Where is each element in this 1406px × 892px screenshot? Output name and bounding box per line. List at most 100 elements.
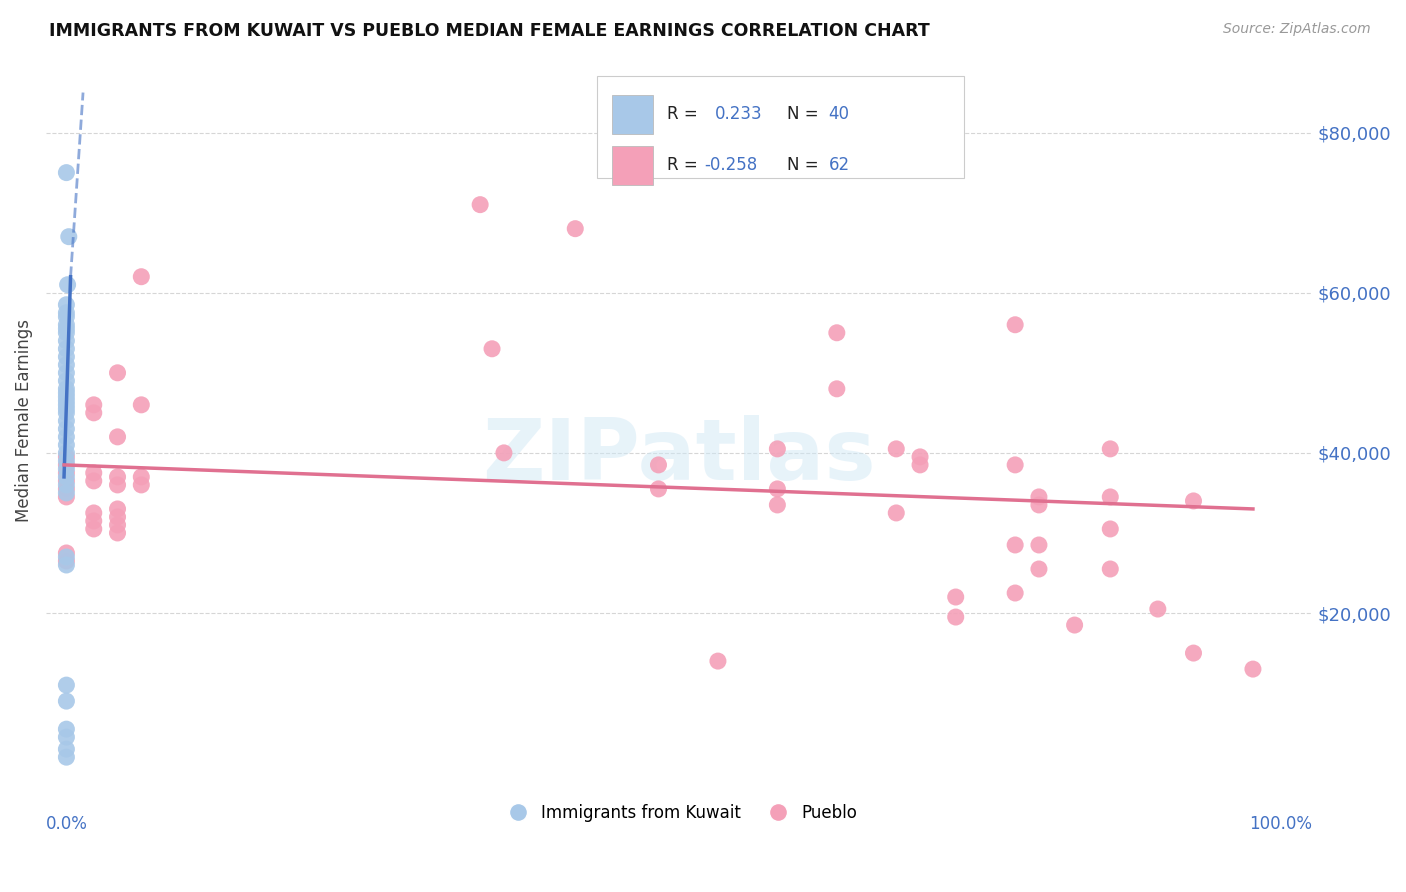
Point (55, 446, 77, 460)
Point (55, 414, 77, 428)
Point (1004, 586, 1026, 600)
Point (825, 326, 848, 340)
Point (1028, 490, 1050, 504)
Point (55, 306, 77, 320)
Text: 0.0%: 0.0% (46, 815, 89, 833)
Point (1028, 538, 1050, 552)
Point (707, 654, 730, 668)
Text: Source: ZipAtlas.com: Source: ZipAtlas.com (1223, 22, 1371, 37)
Point (1099, 562, 1122, 576)
Point (1182, 646, 1205, 660)
Point (107, 366, 129, 380)
Text: 100.0%: 100.0% (1250, 815, 1312, 833)
Point (107, 525, 129, 540)
Point (55, 393, 77, 408)
Point (55, 334, 77, 348)
Point (1028, 498, 1050, 512)
Point (55, 342, 77, 356)
Point (55, 422, 77, 436)
Point (55, 722, 77, 736)
Point (83, 398, 105, 412)
Text: R =: R = (666, 105, 703, 123)
Point (55, 554, 77, 568)
Point (55, 750, 77, 764)
Point (55, 318, 77, 332)
Point (55, 401, 77, 416)
Point (945, 590, 967, 604)
Point (55, 742, 77, 756)
Point (825, 382, 848, 396)
Point (58, 229, 80, 244)
Point (131, 478, 153, 492)
Point (55, 166, 77, 180)
Point (647, 458, 669, 472)
Point (647, 482, 669, 496)
Point (83, 506, 105, 520)
Point (55, 382, 77, 396)
Point (83, 466, 105, 480)
Point (492, 446, 515, 460)
Point (468, 197, 491, 211)
Point (55, 462, 77, 476)
Point (1146, 602, 1168, 616)
Point (55, 298, 77, 312)
FancyBboxPatch shape (612, 95, 652, 134)
Point (107, 518, 129, 533)
Point (55, 470, 77, 484)
Point (908, 458, 931, 472)
Point (1099, 522, 1122, 536)
Point (55, 454, 77, 468)
Point (55, 350, 77, 364)
Point (55, 310, 77, 324)
Text: -0.258: -0.258 (704, 156, 758, 175)
Point (55, 474, 77, 488)
Point (56, 277, 79, 292)
Point (55, 478, 77, 492)
Point (55, 458, 77, 472)
Text: 40: 40 (828, 105, 849, 123)
Point (83, 514, 105, 528)
Point (1004, 538, 1026, 552)
Point (55, 358, 77, 372)
Point (131, 269, 153, 284)
Point (1182, 494, 1205, 508)
FancyBboxPatch shape (612, 146, 652, 185)
Point (107, 502, 129, 516)
Point (107, 478, 129, 492)
Point (55, 322, 77, 336)
Point (55, 466, 77, 480)
Point (107, 470, 129, 484)
Bar (598, 76, 965, 178)
Point (1099, 490, 1122, 504)
Point (55, 326, 77, 340)
Legend: Immigrants from Kuwait, Pueblo: Immigrants from Kuwait, Pueblo (495, 797, 863, 829)
Point (83, 474, 105, 488)
Point (55, 678, 77, 692)
Point (55, 385, 77, 400)
Point (481, 342, 503, 356)
Point (884, 506, 907, 520)
Text: ZIPatlas: ZIPatlas (482, 415, 876, 498)
Point (107, 510, 129, 524)
Point (107, 430, 129, 444)
Point (55, 374, 77, 388)
Point (945, 610, 967, 624)
Point (766, 498, 789, 512)
Point (55, 546, 77, 560)
Point (1099, 442, 1122, 456)
Point (1063, 618, 1085, 632)
Point (55, 406, 77, 420)
Point (55, 450, 77, 464)
Text: 62: 62 (828, 156, 849, 175)
Point (55, 398, 77, 412)
Point (1028, 562, 1050, 576)
Point (55, 558, 77, 572)
Point (884, 442, 907, 456)
Point (1241, 662, 1264, 676)
Point (55, 438, 77, 452)
Point (55, 366, 77, 380)
Text: IMMIGRANTS FROM KUWAIT VS PUEBLO MEDIAN FEMALE EARNINGS CORRELATION CHART: IMMIGRANTS FROM KUWAIT VS PUEBLO MEDIAN … (49, 22, 929, 40)
Point (55, 730, 77, 744)
Point (1004, 318, 1026, 332)
Point (55, 490, 77, 504)
